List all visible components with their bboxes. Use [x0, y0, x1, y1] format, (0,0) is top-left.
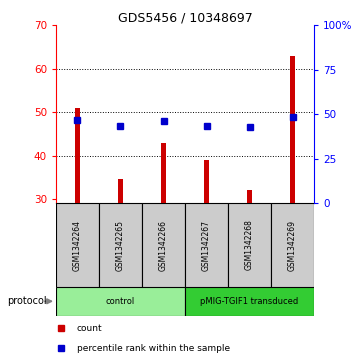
Bar: [247, 190, 252, 203]
Bar: [56, 203, 99, 287]
Bar: [56, 287, 185, 316]
Bar: [185, 203, 228, 287]
Text: protocol: protocol: [7, 296, 47, 306]
Text: GSM1342265: GSM1342265: [116, 220, 125, 270]
Bar: [290, 56, 295, 203]
Text: control: control: [106, 297, 135, 306]
Text: GSM1342266: GSM1342266: [159, 220, 168, 270]
Text: pMIG-TGIF1 transduced: pMIG-TGIF1 transduced: [200, 297, 299, 306]
Bar: [75, 108, 80, 203]
Bar: [161, 143, 166, 203]
Text: GSM1342264: GSM1342264: [73, 220, 82, 270]
Bar: [271, 203, 314, 287]
Bar: [185, 287, 314, 316]
Bar: [99, 203, 142, 287]
Bar: [204, 160, 209, 203]
Text: percentile rank within the sample: percentile rank within the sample: [77, 344, 230, 353]
Text: GSM1342269: GSM1342269: [288, 220, 297, 270]
Text: GSM1342267: GSM1342267: [202, 220, 211, 270]
Bar: [118, 179, 123, 203]
Bar: [228, 203, 271, 287]
Text: count: count: [77, 323, 102, 333]
Title: GDS5456 / 10348697: GDS5456 / 10348697: [118, 11, 252, 24]
Bar: [142, 203, 185, 287]
Text: GSM1342268: GSM1342268: [245, 220, 254, 270]
